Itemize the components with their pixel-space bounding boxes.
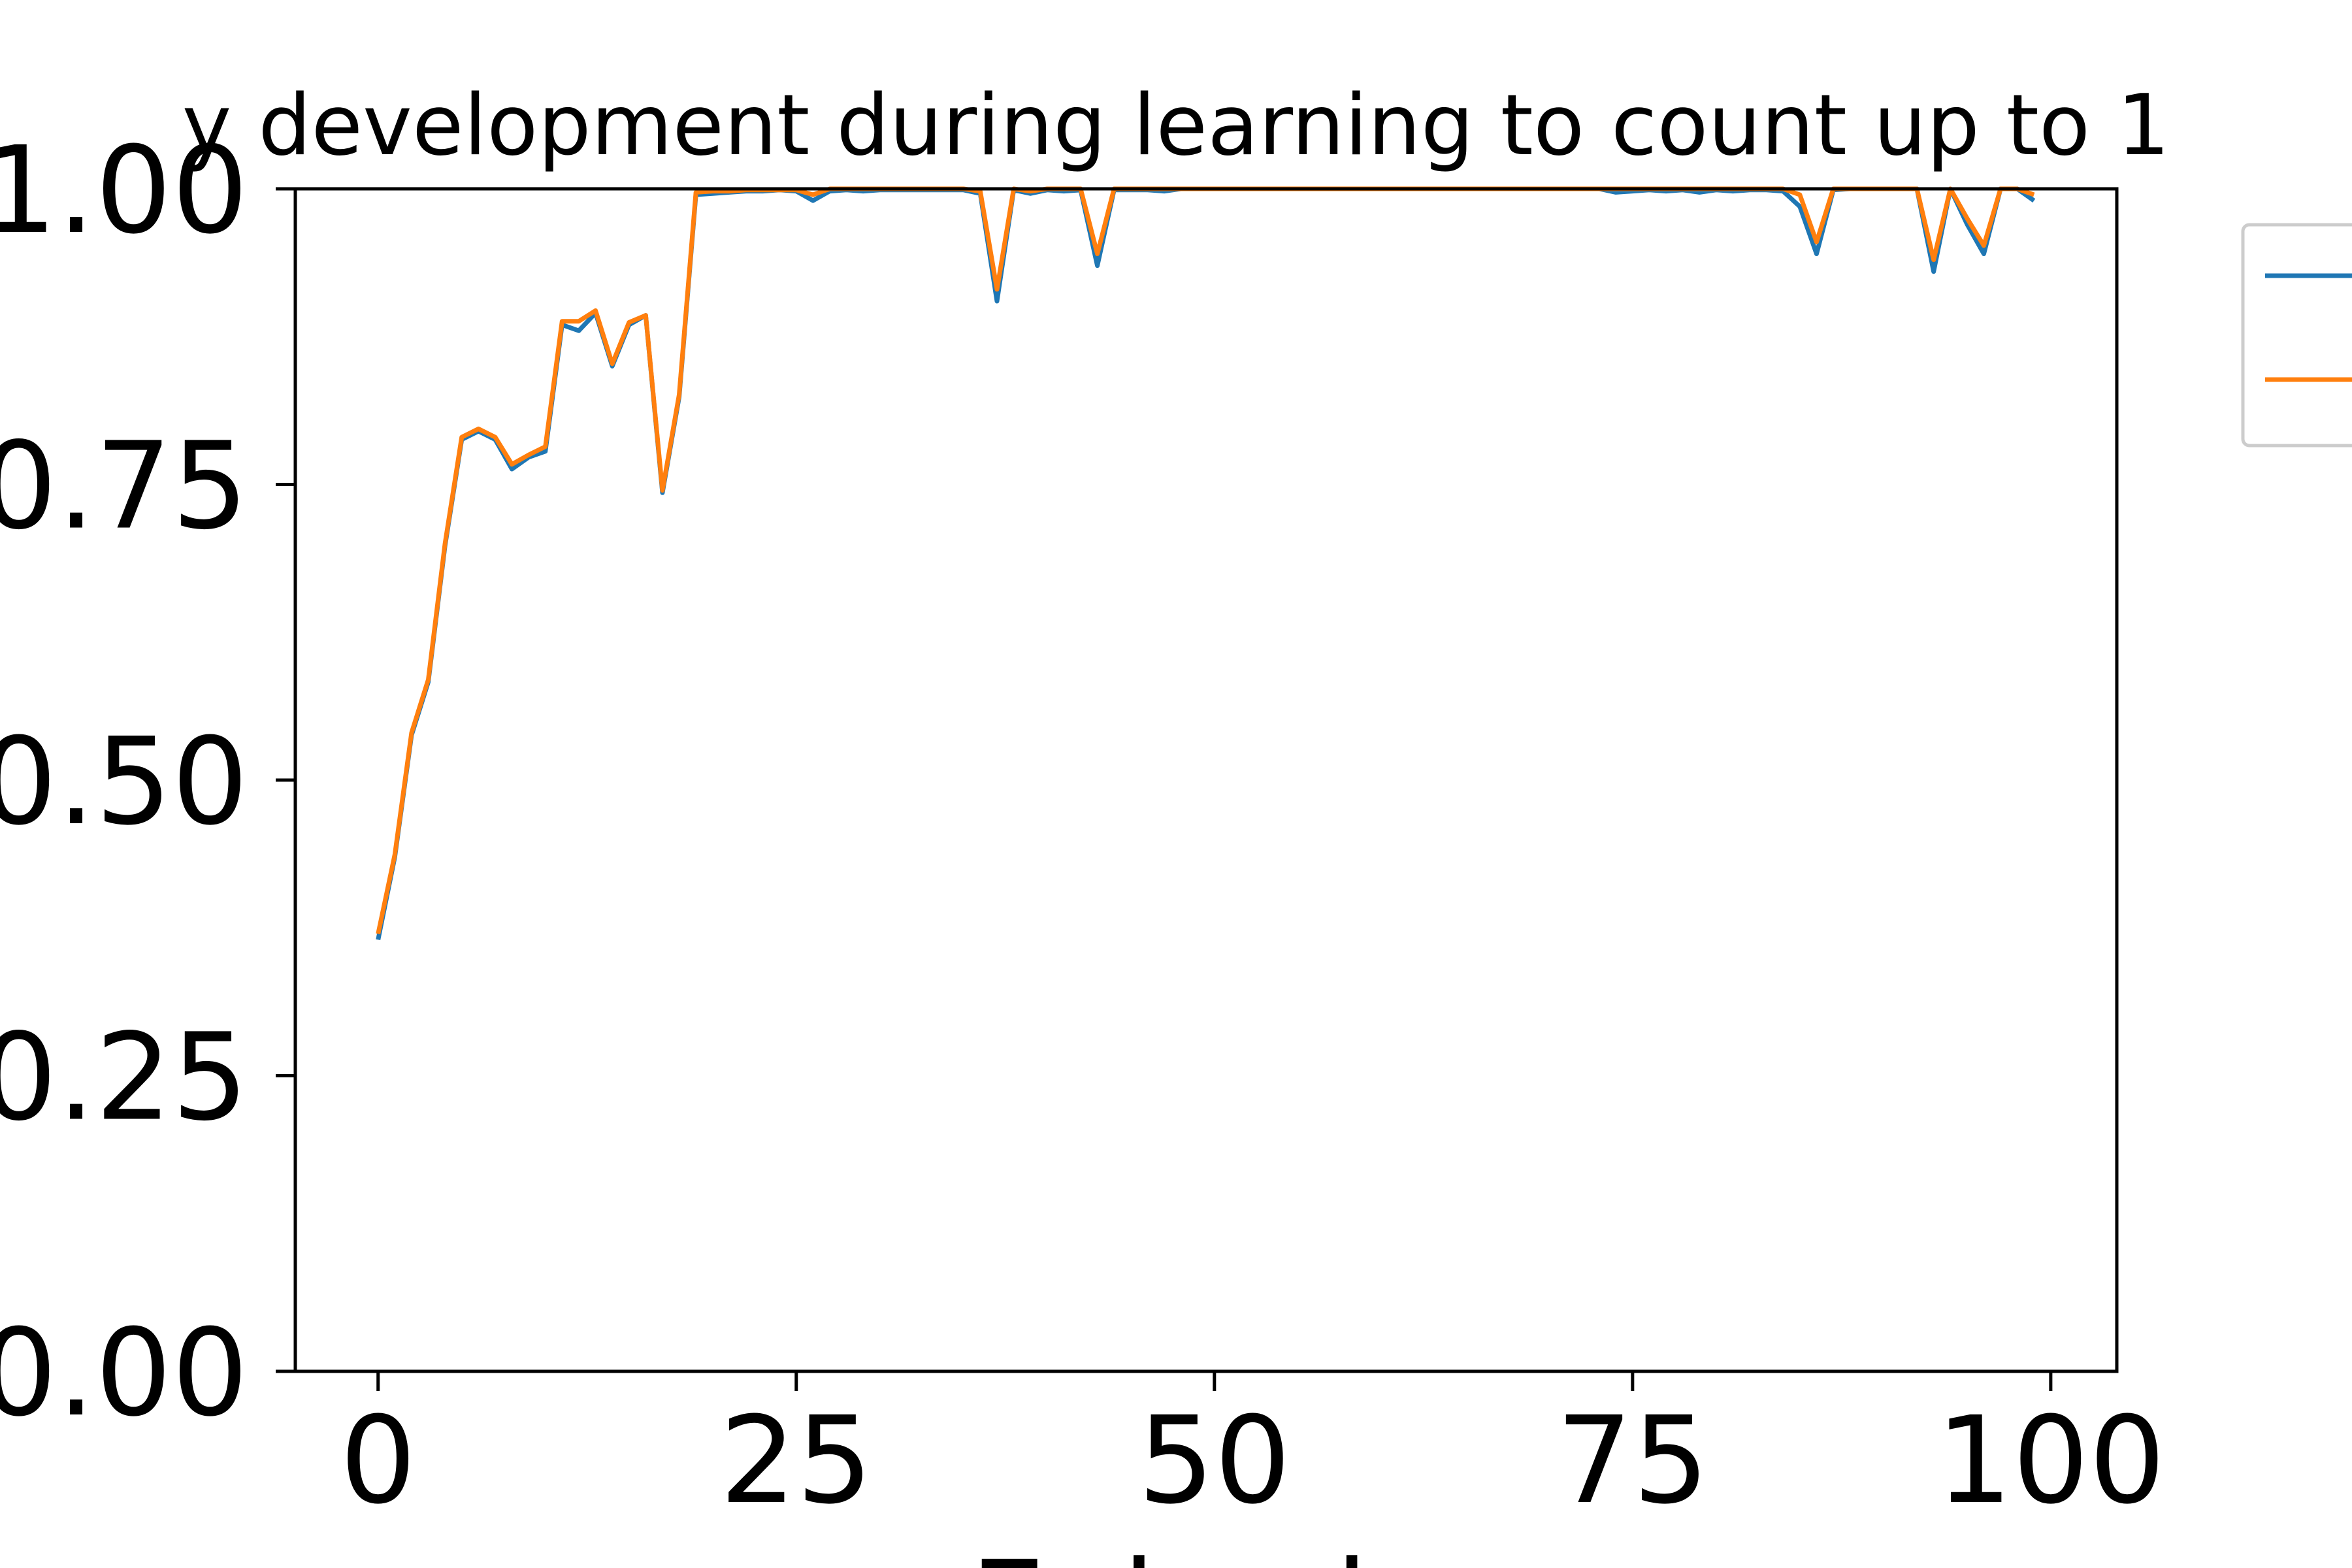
plot-frame: [293, 187, 2119, 1373]
legend-box: [2241, 223, 2352, 448]
y-tick-label: 0.00: [0, 1303, 248, 1443]
chart-title: y development during learning to count u…: [182, 77, 2170, 174]
x-tick-label: 0: [340, 1391, 416, 1531]
y-tick-label: 0.75: [0, 417, 248, 557]
y-tick-label: 0.25: [0, 1008, 248, 1148]
y-tick-label: 1.00: [0, 121, 248, 261]
x-tick-label: 50: [1138, 1391, 1291, 1531]
x-tick-label: 100: [1936, 1391, 2165, 1531]
y-tick-label: 0.50: [0, 712, 248, 852]
x-axis-label: Episode: [970, 1535, 1443, 1568]
x-tick-label: 25: [720, 1391, 873, 1531]
legend: [2241, 223, 2352, 448]
x-tick-label: 75: [1556, 1391, 1709, 1531]
